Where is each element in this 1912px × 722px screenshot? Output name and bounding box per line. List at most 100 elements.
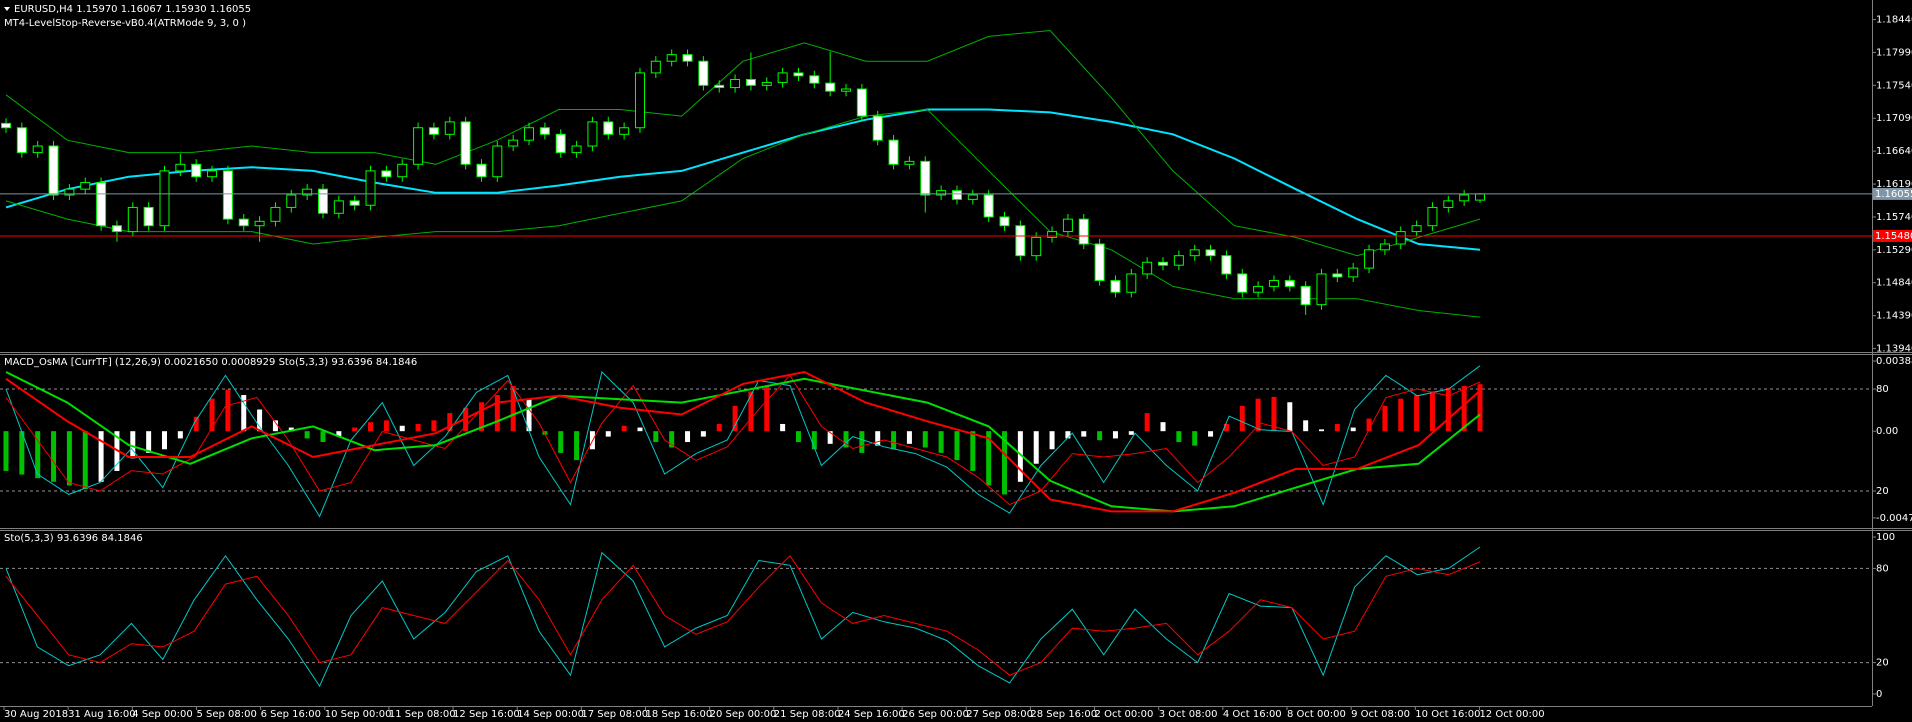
osma-bar bbox=[1128, 431, 1134, 435]
candle-body bbox=[111, 225, 122, 233]
x-tick-label: 8 Oct 00:00 bbox=[1287, 709, 1346, 720]
candle-body bbox=[1142, 261, 1153, 275]
osma-bar bbox=[1334, 423, 1340, 432]
x-tick-label: 4 Oct 16:00 bbox=[1223, 709, 1282, 720]
indicator-line bbox=[5, 374, 1481, 506]
candle-body bbox=[1475, 193, 1485, 201]
osma-bar bbox=[130, 431, 136, 459]
candle-body bbox=[508, 139, 519, 147]
candle-body bbox=[175, 163, 186, 172]
indicator-line bbox=[5, 371, 1481, 513]
candle-body bbox=[64, 188, 75, 196]
candle-body bbox=[793, 72, 804, 77]
candle-body bbox=[872, 115, 883, 141]
osma-bar bbox=[431, 420, 437, 432]
price-level-box bbox=[1873, 229, 1912, 242]
candle-body bbox=[349, 200, 360, 206]
osma-bar bbox=[368, 422, 374, 432]
price-level-label: 1.16055 bbox=[1875, 189, 1912, 200]
x-tick-label: 4 Sep 00:00 bbox=[132, 709, 192, 720]
osma-bar bbox=[986, 431, 992, 486]
osma-bar bbox=[526, 398, 532, 432]
candle-body bbox=[365, 170, 376, 206]
x-tick-label: 9 Oct 08:00 bbox=[1351, 709, 1410, 720]
x-tick-label: 26 Sep 00:00 bbox=[902, 709, 969, 720]
y-tick-label: -0.004796 bbox=[1876, 513, 1912, 524]
x-tick-label: 24 Sep 16:00 bbox=[838, 709, 905, 720]
candle-body bbox=[1268, 280, 1279, 287]
candle-body bbox=[1395, 231, 1406, 245]
osma-bar bbox=[748, 391, 754, 432]
osma-bar bbox=[669, 431, 675, 448]
candle-body bbox=[1284, 280, 1295, 287]
candle-body bbox=[650, 60, 661, 74]
candle-body bbox=[127, 206, 138, 233]
candle-body bbox=[1316, 273, 1327, 306]
indicator-line bbox=[5, 546, 1481, 688]
osma-bar bbox=[1065, 431, 1071, 439]
candle-body bbox=[207, 170, 218, 178]
osma-bar bbox=[494, 395, 500, 432]
osma-bar bbox=[447, 413, 453, 432]
osma-bar bbox=[478, 402, 484, 432]
osma-bar bbox=[352, 427, 358, 432]
osma-bar bbox=[891, 431, 897, 450]
candle-body bbox=[317, 188, 328, 214]
dropdown-icon[interactable] bbox=[4, 7, 10, 11]
candle-body bbox=[1364, 249, 1375, 269]
candle-body bbox=[587, 121, 598, 147]
candle-body bbox=[16, 127, 27, 154]
osma-bar bbox=[558, 431, 564, 453]
candle-body bbox=[48, 145, 59, 196]
osma-bar bbox=[1398, 398, 1404, 432]
y-tick-label: 20 bbox=[1876, 486, 1889, 497]
candle-body bbox=[1300, 285, 1311, 306]
x-tick-label: 30 Aug 2018 bbox=[4, 709, 68, 720]
osma-bar bbox=[605, 431, 611, 437]
candle-body bbox=[698, 60, 709, 86]
osma-bar bbox=[795, 431, 801, 443]
osma-bar bbox=[653, 431, 659, 443]
y-tick-label: 1.13940 bbox=[1876, 344, 1912, 355]
candle-body bbox=[524, 127, 535, 141]
indicator-line bbox=[5, 370, 1481, 513]
osma-bar bbox=[336, 431, 342, 437]
candle-body bbox=[999, 216, 1010, 227]
osma-bar bbox=[1017, 431, 1023, 482]
candle-body bbox=[619, 127, 630, 135]
osma-bar bbox=[161, 431, 167, 450]
candle-body bbox=[1078, 218, 1089, 245]
candle-body bbox=[967, 194, 978, 200]
y-tick-label: 1.16190 bbox=[1876, 179, 1912, 190]
candle-body bbox=[80, 182, 91, 190]
candle-body bbox=[1173, 255, 1184, 266]
y-tick-label: 1.14840 bbox=[1876, 278, 1912, 289]
osma-bar bbox=[35, 431, 41, 479]
osma-bar bbox=[700, 431, 706, 437]
osma-bar bbox=[732, 405, 738, 432]
candle-body bbox=[825, 82, 836, 92]
osma-bar bbox=[1144, 413, 1150, 432]
candle-body bbox=[1031, 236, 1042, 257]
osma-bar bbox=[415, 423, 421, 432]
osma-bar bbox=[98, 431, 104, 482]
candle-body bbox=[1062, 218, 1073, 233]
candle-body bbox=[571, 145, 582, 154]
x-tick-label: 28 Sep 16:00 bbox=[1030, 709, 1097, 720]
osma-bar bbox=[938, 431, 944, 453]
y-tick-label: 1.18440 bbox=[1876, 15, 1912, 26]
candle-body bbox=[476, 163, 487, 178]
osma-bar bbox=[1429, 391, 1435, 432]
osma-bar bbox=[510, 385, 516, 432]
osma-bar bbox=[1271, 396, 1277, 432]
osma-bar bbox=[1350, 427, 1356, 432]
candle-body bbox=[286, 194, 297, 208]
osma-bar bbox=[859, 431, 865, 453]
x-tick-label: 10 Sep 00:00 bbox=[325, 709, 392, 720]
indicator-line bbox=[5, 108, 1481, 318]
candle-body bbox=[809, 75, 820, 84]
candle-body bbox=[302, 188, 313, 196]
candle-body bbox=[1221, 255, 1232, 275]
candle-body bbox=[1015, 225, 1026, 257]
